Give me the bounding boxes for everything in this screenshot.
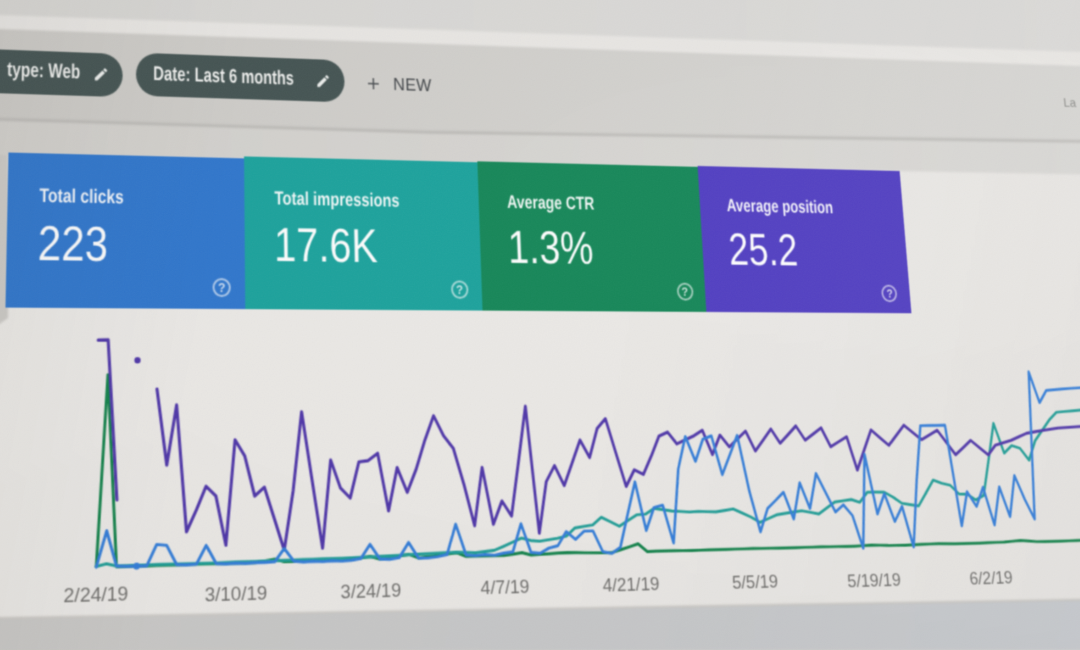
series-line-position [157, 386, 1080, 553]
series-line-position [97, 340, 118, 500]
data-point-marker-position [134, 357, 141, 364]
data-point-marker-clicks [133, 562, 140, 570]
series-line-clicks [96, 372, 1080, 568]
series-line-ctr [96, 373, 1080, 567]
